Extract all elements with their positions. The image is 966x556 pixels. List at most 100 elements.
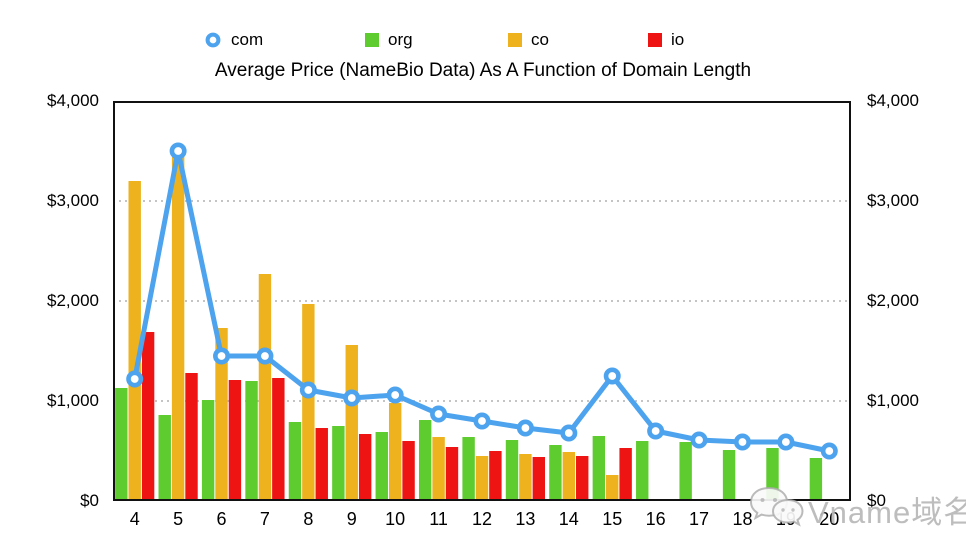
- com-point-marker: [647, 422, 665, 440]
- x-tick-label: 5: [173, 509, 184, 529]
- com-point-marker: [516, 419, 534, 437]
- com-point-marker: [343, 389, 361, 407]
- bar-org: [375, 432, 388, 501]
- legend-label-com: com: [231, 30, 264, 49]
- com-point-marker: [733, 433, 751, 451]
- bar-org: [809, 458, 823, 501]
- x-tick-label: 8: [303, 509, 314, 529]
- bar-co: [128, 181, 141, 501]
- bar-io: [272, 378, 285, 501]
- com-point-marker: [777, 433, 795, 451]
- y-tick-label-right: $1,000: [867, 391, 919, 410]
- bar-io: [185, 373, 198, 501]
- com-point-marker: [820, 442, 838, 460]
- bar-io: [489, 451, 502, 501]
- com-line-marker-icon: [205, 32, 221, 48]
- x-tick-label: 7: [259, 509, 270, 529]
- com-point-marker: [603, 367, 621, 385]
- x-tick-label: 4: [129, 509, 140, 529]
- x-tick-label: 11: [429, 509, 448, 529]
- bar-org: [245, 381, 258, 501]
- com-point-marker: [430, 405, 448, 423]
- bar-co: [432, 437, 445, 501]
- x-tick-label: 16: [645, 509, 666, 529]
- bar-org: [505, 440, 519, 501]
- y-tick-label-right: $0: [867, 491, 886, 510]
- com-point-marker: [473, 412, 491, 430]
- x-tick-label: 17: [689, 509, 710, 529]
- bar-io: [402, 441, 415, 501]
- bar-co: [519, 454, 532, 501]
- bar-co: [215, 328, 228, 501]
- bar-io: [445, 447, 459, 501]
- y-tick-label-right: $4,000: [867, 91, 919, 110]
- bar-org: [549, 445, 562, 501]
- bar-org: [722, 450, 736, 501]
- bar-io: [358, 434, 372, 501]
- bar-org: [679, 442, 692, 501]
- org-swatch-icon: [365, 33, 379, 47]
- bar-co: [171, 156, 185, 501]
- x-tick-label: 19: [775, 509, 796, 529]
- y-tick-label-left: $4,000: [47, 91, 99, 110]
- legend-item-co: co: [508, 28, 549, 52]
- y-tick-label-left: $1,000: [47, 391, 99, 410]
- bar-org: [201, 400, 215, 501]
- bar-org: [332, 426, 345, 501]
- bar-org: [418, 420, 432, 501]
- y-tick-label-left: $2,000: [47, 291, 99, 310]
- bar-co: [388, 403, 402, 501]
- legend-item-io: io: [648, 28, 684, 52]
- com-point-marker: [256, 347, 274, 365]
- co-swatch-icon: [508, 33, 522, 47]
- y-tick-label-left: $3,000: [47, 191, 99, 210]
- bar-io: [141, 332, 155, 501]
- com-point-marker: [560, 424, 578, 442]
- com-point-marker: [126, 370, 144, 388]
- bar-org: [766, 448, 779, 501]
- x-tick-label: 14: [558, 509, 579, 529]
- x-tick-label: 18: [732, 509, 753, 529]
- legend-label-io: io: [671, 30, 685, 49]
- com-point-marker: [213, 347, 231, 365]
- bar-co: [562, 452, 576, 501]
- plot-border: [113, 101, 851, 501]
- legend-item-com: com: [204, 28, 263, 52]
- bar-co: [345, 345, 358, 501]
- x-tick-label: 9: [346, 509, 357, 529]
- com-point-marker: [386, 386, 404, 404]
- legend-label-org: org: [388, 30, 413, 49]
- bar-io: [228, 380, 242, 501]
- x-tick-label: 12: [471, 509, 493, 529]
- bar-io: [532, 457, 546, 501]
- bar-org: [288, 422, 302, 501]
- x-tick-label: 13: [515, 509, 536, 529]
- bar-org: [636, 441, 649, 501]
- com-point-marker: [299, 381, 317, 399]
- bar-io: [576, 456, 589, 501]
- bar-co: [606, 475, 619, 501]
- chart-legend: com org co io: [0, 28, 966, 52]
- x-tick-label: 6: [216, 509, 227, 529]
- y-tick-label-left: $0: [80, 491, 99, 510]
- x-tick-label: 15: [602, 509, 623, 529]
- x-tick-label: 20: [819, 509, 840, 529]
- bar-co: [258, 274, 272, 501]
- bar-io: [315, 428, 328, 501]
- com-point-marker: [690, 431, 708, 449]
- com-point-marker: [169, 142, 187, 160]
- y-tick-label-right: $3,000: [867, 191, 919, 210]
- x-tick-label: 10: [385, 509, 406, 529]
- io-swatch-icon: [648, 33, 662, 47]
- bar-org: [462, 437, 475, 501]
- y-tick-label-right: $2,000: [867, 291, 919, 310]
- bar-co: [302, 304, 315, 501]
- plot-area: [113, 101, 851, 501]
- bar-org: [592, 436, 606, 501]
- bar-org: [115, 388, 128, 501]
- legend-item-org: org: [365, 28, 413, 52]
- bar-org: [158, 415, 171, 501]
- chart-title: Average Price (NameBio Data) As A Functi…: [214, 60, 752, 81]
- legend-label-co: co: [531, 30, 549, 49]
